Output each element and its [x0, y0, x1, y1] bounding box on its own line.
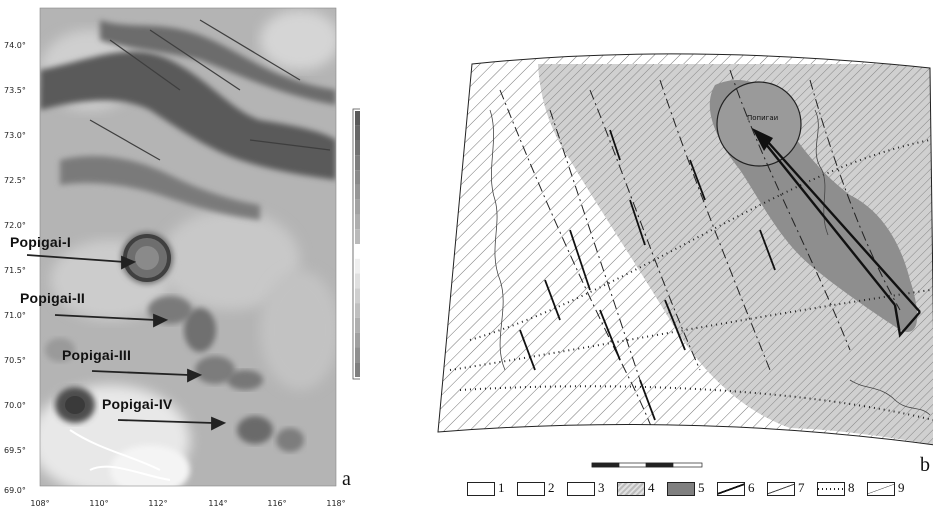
x-tick-label: 118° — [326, 499, 346, 508]
site-label-popigai-1: Popigai-I — [10, 234, 71, 250]
grey-scale-cell — [355, 244, 360, 259]
legend-swatch — [817, 482, 845, 496]
grey-scale-cell — [355, 303, 360, 318]
panel-letter-a: a — [342, 468, 351, 490]
y-tick-label: 74.0° — [4, 41, 26, 50]
legend-swatch — [717, 482, 745, 496]
panel-letter-b: b — [920, 454, 930, 476]
legend-number: 2 — [548, 480, 555, 495]
grey-scale-cell — [355, 317, 360, 333]
y-tick-label: 69.5° — [4, 446, 26, 455]
map-panel-b: Попигаи b — [430, 50, 933, 513]
y-tick-label: 73.5° — [4, 86, 26, 95]
x-tick-label: 116° — [267, 499, 287, 508]
legend-swatch — [617, 482, 645, 496]
grey-scale-cell — [355, 258, 360, 274]
grey-scale-cell — [355, 184, 360, 200]
grey-scale-cell — [355, 170, 360, 185]
y-tick-label: 70.5° — [4, 356, 26, 365]
grey-scale-cell — [355, 273, 360, 289]
grey-scale-cell — [355, 288, 360, 304]
y-tick-label: 72.5° — [4, 176, 26, 185]
legend-number: 6 — [748, 480, 755, 495]
grey-scale-cell — [355, 155, 360, 171]
y-tick-label: 72.0° — [4, 221, 26, 230]
grey-scale-cell — [355, 362, 360, 377]
site-label-popigai-2: Popigai-II — [20, 290, 85, 306]
crater-name-label: Попигаи — [747, 114, 779, 122]
legend-swatch — [467, 482, 495, 496]
legend-number: 8 — [848, 480, 855, 495]
y-tick-label: 71.5° — [4, 266, 26, 275]
tectonic-map — [437, 53, 933, 468]
grey-scale-cell — [355, 140, 360, 156]
grey-scale-cell — [355, 229, 360, 244]
x-tick-label: 114° — [208, 499, 228, 508]
legend-number: 3 — [598, 480, 605, 495]
x-tick-label: 112° — [148, 499, 168, 508]
grey-scale-bar — [352, 108, 360, 380]
legend-swatch — [667, 482, 695, 496]
legend-number: 1 — [498, 480, 505, 495]
legend-number: 4 — [648, 480, 655, 495]
grey-scale-cell — [355, 125, 360, 141]
y-tick-label: 69.0° — [4, 486, 26, 495]
y-tick-label: 73.0° — [4, 131, 26, 140]
grey-scale-cell — [355, 111, 360, 126]
legend-swatch — [517, 482, 545, 496]
legend-swatch — [567, 482, 595, 496]
x-tick-label: 108° — [30, 499, 50, 508]
grey-scale-cell — [355, 199, 360, 215]
x-tick-label: 110° — [89, 499, 109, 508]
grey-scale-cell — [355, 347, 360, 363]
y-tick-label: 71.0° — [4, 311, 26, 320]
site-label-popigai-4: Popigai-IV — [102, 396, 173, 412]
legend-number: 5 — [698, 480, 705, 495]
legend-swatch — [767, 482, 795, 496]
legend-swatch — [867, 482, 895, 496]
grey-scale-cell — [355, 214, 360, 230]
map-panel-a: 74.0° 73.5° 73.0° 72.5° 72.0° 71.5° 71.0… — [0, 0, 360, 513]
y-tick-label: 70.0° — [4, 401, 26, 410]
site-label-popigai-3: Popigai-III — [62, 347, 132, 363]
legend-number: 9 — [898, 480, 905, 495]
map-legend: 1 2 3 4 5 6 7 8 9 — [467, 479, 933, 499]
grey-scale-cell — [355, 332, 360, 348]
legend-number: 7 — [798, 480, 805, 495]
raster-map — [26, 7, 360, 487]
